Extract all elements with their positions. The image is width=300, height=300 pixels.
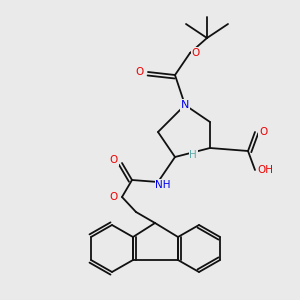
Text: OH: OH — [257, 165, 273, 175]
Text: O: O — [110, 192, 118, 202]
Text: O: O — [136, 67, 144, 77]
Text: N: N — [181, 100, 189, 110]
Text: O: O — [259, 127, 267, 137]
Text: O: O — [110, 155, 118, 165]
Text: H: H — [189, 150, 197, 160]
Text: NH: NH — [155, 180, 171, 190]
Text: O: O — [192, 48, 200, 58]
